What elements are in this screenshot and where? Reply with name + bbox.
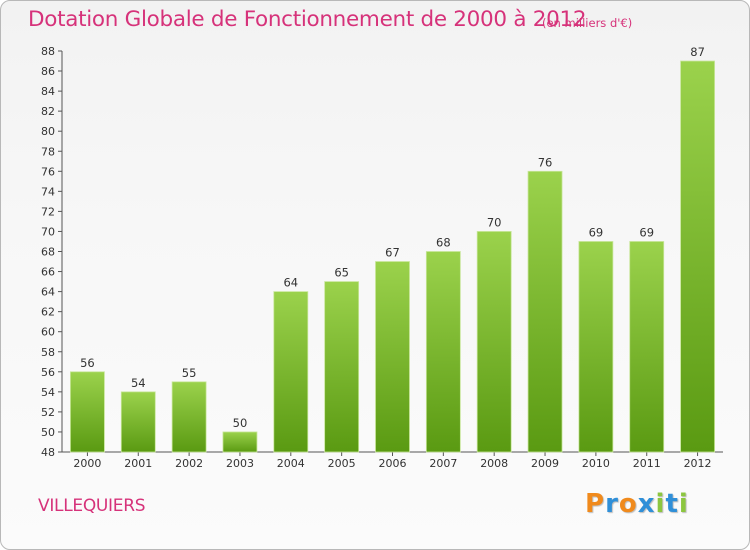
y-tick-label: 74 [41,185,55,198]
bar [476,231,512,453]
x-tick-label: 2007 [429,457,457,470]
data-label: 54 [131,376,146,390]
bar [629,241,665,453]
y-tick-label: 48 [41,446,55,459]
chart-subtitle: (en milliers d'€) [542,16,633,30]
y-tick-label: 84 [41,85,55,98]
x-tick-label: 2012 [684,457,712,470]
bar [527,170,563,453]
y-tick-label: 68 [41,246,55,259]
logo-letter: i [655,489,666,519]
town-name: VILLEQUIERS [38,496,146,516]
y-tick-label: 88 [41,45,55,58]
data-label: 68 [436,236,451,250]
data-label: 76 [538,155,553,169]
logo-letter: i [678,489,689,519]
y-tick-label: 56 [41,366,55,379]
y-tick-label: 80 [41,125,55,138]
y-tick-label: 62 [41,306,55,319]
y-tick-label: 76 [41,165,55,178]
x-tick-label: 2011 [633,457,661,470]
logo-letter: x [637,489,656,519]
x-tick-label: 2003 [226,457,254,470]
bar [171,381,207,453]
x-tick-label: 2009 [531,457,559,470]
y-tick-label: 86 [41,65,55,78]
logo-letter: o [618,489,638,519]
data-label: 56 [80,356,95,370]
logo-letter: r [605,489,619,519]
bar [375,261,410,453]
y-tick-label: 58 [41,346,55,359]
bar [70,371,105,453]
x-tick-label: 2001 [124,457,152,470]
bar [273,291,309,453]
data-label: 69 [589,225,604,239]
data-label: 70 [487,215,502,229]
bar [578,241,614,453]
y-tick-label: 72 [41,205,55,218]
proxiti-logo[interactable]: Proxiti [585,489,689,519]
chart-title: Dotation Globale de Fonctionnement de 20… [28,7,587,32]
y-tick-label: 70 [41,225,55,238]
x-tick-label: 2002 [175,457,203,470]
bar [680,60,715,453]
y-tick-label: 82 [41,105,55,118]
data-label: 55 [182,366,197,380]
bar [425,251,461,453]
chart-data-labels: 56 54 55 50 64 65 67 68 70 76 69 69 87 [80,45,705,430]
chart-bars [70,60,715,453]
x-tick-label: 2006 [379,457,407,470]
y-tick-label: 64 [41,286,55,299]
bar [324,281,360,453]
y-tick-label: 60 [41,326,55,339]
chart-axes: 48 50 52 54 56 58 60 62 64 66 68 70 72 74 76 78 80 82 84 86… [41,45,723,470]
y-tick-label: 52 [41,406,55,419]
bar [120,391,156,453]
data-label: 50 [233,416,248,430]
x-tick-label: 2008 [480,457,508,470]
data-label: 65 [334,266,349,280]
logo-letter: t [665,489,679,519]
data-label: 64 [283,276,298,290]
data-label: 87 [690,45,705,59]
y-tick-label: 78 [41,145,55,158]
bar [222,431,258,453]
logo-letter: P [585,489,606,519]
x-tick-label: 2005 [328,457,356,470]
data-label: 67 [385,246,400,260]
x-tick-label: 2004 [277,457,305,470]
data-label: 69 [639,225,654,239]
y-tick-label: 54 [41,386,55,399]
bar-chart: 48 50 52 54 56 58 60 62 64 66 68 70 72 74 76 78 80 82 84 86… [41,45,723,470]
y-tick-label: 50 [41,426,55,439]
x-tick-label: 2000 [73,457,101,470]
y-tick-label: 66 [41,266,55,279]
x-tick-label: 2010 [582,457,610,470]
